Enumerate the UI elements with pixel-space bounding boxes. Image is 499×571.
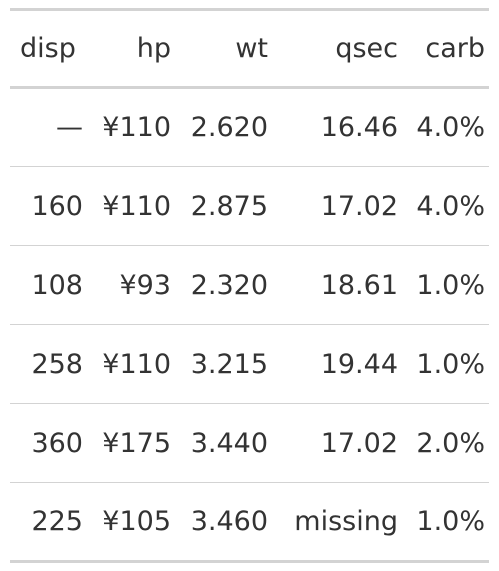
cell-wt: 2.620	[190, 112, 268, 143]
cell-hp: ¥175	[87, 403, 175, 483]
cell-wt: 3.215	[175, 324, 272, 404]
table-row: 225 ¥105 3.460 missing 1.0%	[10, 482, 489, 562]
cell-qsec: missing	[272, 482, 402, 562]
column-header-hp: hp	[87, 9, 175, 89]
data-table: disp hp wt qsec carb — ¥110 2.620 16.46 …	[10, 8, 489, 563]
column-header-carb: carb	[402, 9, 489, 89]
table-row: 258 ¥110 3.215 19.44 1.0%	[10, 324, 489, 404]
table-header: disp hp wt qsec carb	[10, 9, 489, 89]
table-row: 360 ¥175 3.440 17.02 2.0%	[10, 403, 489, 483]
cell-carb: 1.0%	[402, 324, 489, 404]
cell-wt: 2.320	[175, 245, 272, 325]
data-table-container: disp hp wt qsec carb — ¥110 2.620 16.46 …	[10, 8, 489, 563]
column-header-qsec: qsec	[272, 9, 402, 89]
cell-hp: ¥93	[87, 245, 175, 325]
cell-wt: 3.460	[175, 482, 272, 562]
cell-disp: 258	[10, 324, 87, 404]
table-row: — ¥110 2.620 16.46 4.0%	[10, 88, 489, 167]
cell-disp: 160	[10, 166, 87, 246]
cell-carb: 4.0%	[402, 166, 489, 246]
cell-qsec: 17.02	[272, 403, 402, 483]
cell-hp: ¥105	[87, 482, 175, 562]
cell-hp: ¥110	[87, 324, 175, 404]
table-row: 108 ¥93 2.320 18.61 1.0%	[10, 245, 489, 325]
cell-disp: 360	[10, 403, 87, 483]
cell-wt: 3.440	[175, 403, 272, 483]
cell-hp: ¥110	[87, 166, 175, 246]
cell-qsec: 17.02	[272, 166, 402, 246]
cell-carb: 1.0%	[402, 245, 489, 325]
table-body: — ¥110 2.620 16.46 4.0% 160 ¥110 2.875 1…	[10, 88, 489, 562]
cell-qsec: 18.61	[272, 245, 402, 325]
cell-hp: ¥110	[102, 112, 171, 143]
cell-carb: 1.0%	[402, 482, 489, 562]
cell-carb: 2.0%	[402, 403, 489, 483]
cell-disp: —	[56, 112, 83, 143]
cell-disp: 108	[10, 245, 87, 325]
cell-disp: 225	[10, 482, 87, 562]
header-row: disp hp wt qsec carb	[10, 9, 489, 89]
table-row: 160 ¥110 2.875 17.02 4.0%	[10, 166, 489, 246]
cell-wt: 2.875	[175, 166, 272, 246]
cell-qsec: 19.44	[272, 324, 402, 404]
column-header-wt: wt	[175, 9, 272, 89]
cell-carb: 4.0%	[416, 112, 485, 143]
column-header-disp: disp	[10, 9, 87, 89]
cell-qsec: 16.46	[320, 112, 398, 143]
